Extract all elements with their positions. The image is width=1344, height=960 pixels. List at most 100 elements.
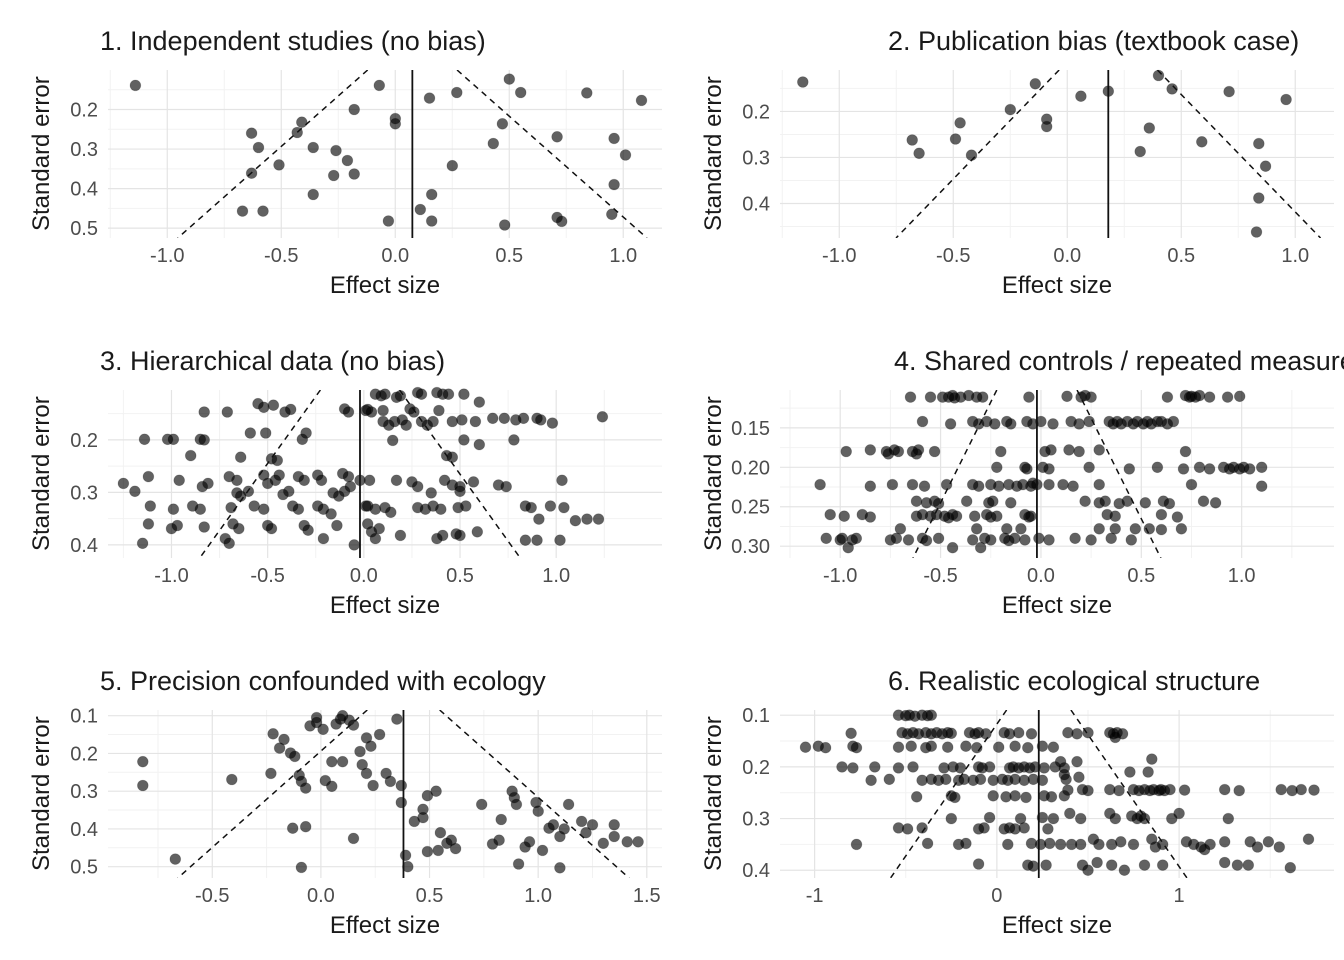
data-point <box>1047 741 1060 753</box>
data-point <box>1163 497 1176 510</box>
x-tick-label: -1.0 <box>823 565 857 587</box>
data-point <box>1284 861 1297 874</box>
data-point <box>434 503 447 516</box>
lines-layer <box>912 390 1162 558</box>
data-point <box>1231 859 1244 871</box>
data-point <box>300 427 312 439</box>
data-point <box>1020 791 1032 804</box>
lines-layer <box>889 710 1188 878</box>
data-point <box>1252 137 1265 150</box>
data-point <box>1012 726 1025 739</box>
data-point <box>1040 859 1052 871</box>
data-point <box>198 434 211 446</box>
x-tick-label: 1.0 <box>542 565 570 587</box>
data-point <box>167 433 180 446</box>
data-point <box>580 826 592 839</box>
data-point <box>384 506 397 519</box>
data-point <box>1127 838 1140 851</box>
data-point <box>1155 508 1168 521</box>
data-point <box>554 862 566 874</box>
data-point <box>984 534 997 546</box>
data-point <box>1015 523 1027 535</box>
data-point <box>1204 838 1216 851</box>
data-point <box>799 741 812 753</box>
data-point <box>1259 160 1272 173</box>
y-tick-label: 0.25 <box>731 497 770 519</box>
data-point <box>411 480 424 493</box>
data-point <box>1079 495 1091 508</box>
panel-6: 6. Realistic ecological structure Standa… <box>672 640 1344 960</box>
data-point <box>983 761 996 773</box>
data-point <box>632 836 644 848</box>
data-point <box>892 741 905 753</box>
data-point <box>173 474 186 487</box>
data-point <box>446 451 459 464</box>
data-point <box>1074 838 1087 851</box>
x-tick-label: 1.5 <box>633 885 661 907</box>
y-tick-label: 0.4 <box>70 179 98 201</box>
y-tick-label: 0.3 <box>70 139 98 161</box>
panel-6-title: 6. Realistic ecological structure <box>888 666 1261 696</box>
data-point <box>359 500 372 512</box>
data-point <box>1233 390 1246 403</box>
data-point <box>221 406 234 418</box>
data-point <box>503 73 516 85</box>
data-point <box>1004 418 1017 430</box>
data-point <box>797 76 809 88</box>
data-point <box>373 522 386 535</box>
data-point <box>467 476 480 488</box>
data-point <box>901 823 914 835</box>
funnel-left-line <box>177 710 368 878</box>
data-point <box>1025 510 1037 523</box>
data-point <box>317 723 329 736</box>
data-point <box>1036 774 1049 787</box>
data-point <box>456 414 468 426</box>
y-tick-label: 0.1 <box>70 706 98 728</box>
data-point <box>1063 444 1075 456</box>
data-point <box>1171 511 1184 523</box>
data-point <box>421 789 434 802</box>
data-point <box>905 740 918 752</box>
data-point <box>1054 755 1067 768</box>
data-point <box>1155 523 1168 536</box>
x-tick-label: 0.5 <box>446 565 474 587</box>
data-point <box>295 861 308 874</box>
data-point <box>1161 391 1174 403</box>
data-point <box>1145 753 1158 765</box>
data-point <box>986 495 999 508</box>
data-point <box>608 132 620 145</box>
data-point <box>373 79 386 92</box>
data-point <box>1109 510 1122 523</box>
data-point <box>1033 532 1045 545</box>
data-point <box>1027 860 1040 872</box>
data-point <box>423 92 436 104</box>
data-point <box>225 501 237 514</box>
data-point <box>920 534 933 547</box>
data-point <box>234 451 247 464</box>
data-point <box>950 510 963 523</box>
data-point <box>342 406 355 418</box>
data-point <box>892 445 905 458</box>
data-point <box>265 767 277 780</box>
data-point <box>244 427 257 439</box>
data-point <box>965 149 978 162</box>
data-point <box>1045 444 1057 456</box>
x-tick-label: 0 <box>991 885 1002 907</box>
data-point <box>330 144 342 157</box>
x-tick-label: 0.5 <box>495 245 523 267</box>
data-point <box>1203 391 1216 403</box>
data-point <box>286 822 299 835</box>
data-point <box>1045 791 1058 803</box>
data-point <box>1151 461 1164 474</box>
data-point <box>356 758 369 771</box>
data-point <box>850 532 863 545</box>
data-point <box>446 415 459 428</box>
data-point <box>1083 461 1095 474</box>
data-point <box>1178 784 1191 796</box>
data-point <box>1040 120 1053 133</box>
data-point <box>498 412 511 425</box>
panel-5-title: 5. Precision confounded with ecology <box>100 666 546 696</box>
data-point <box>458 388 470 400</box>
data-point <box>338 485 351 498</box>
data-point <box>814 478 826 491</box>
